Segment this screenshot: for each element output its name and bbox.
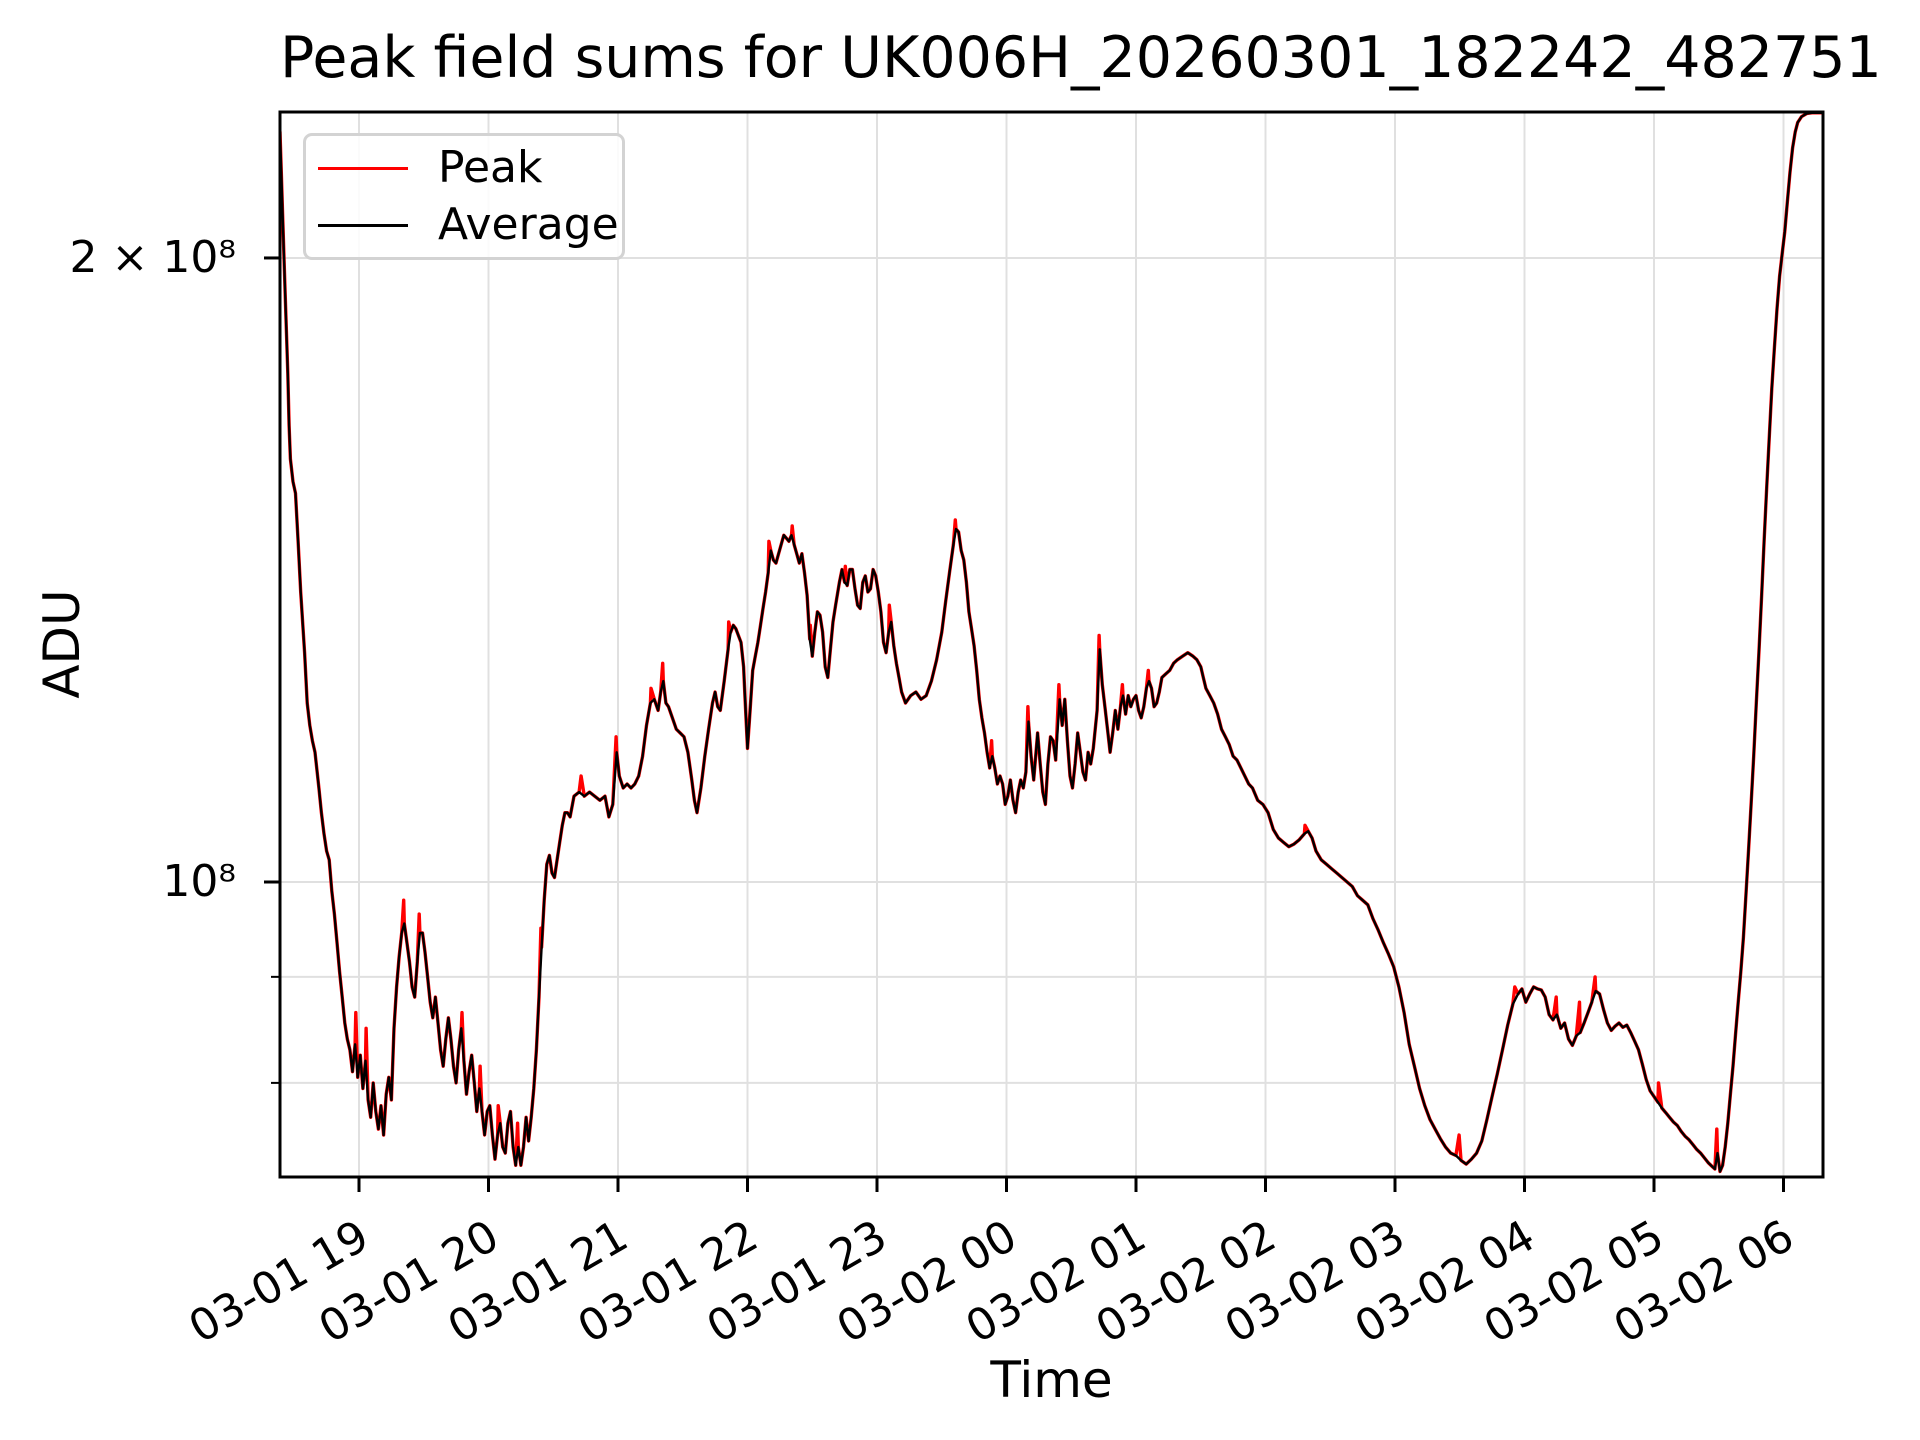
axes-spines	[278, 110, 1825, 1179]
peak-series-line	[280, 112, 1823, 1174]
x-axis-label: Time	[990, 1351, 1113, 1409]
average-series-line	[280, 112, 1823, 1173]
gridlines	[280, 112, 1823, 1177]
legend-entry-peak: Peak	[318, 143, 622, 193]
peak-line-swatch	[318, 166, 408, 170]
tick-marks	[264, 256, 1785, 1192]
y-tick-label: 2 × 10⁸	[69, 231, 236, 283]
y-axis-label: ADU	[33, 589, 91, 699]
legend-label-peak: Peak	[438, 142, 543, 193]
chart-title: Peak field sums for UK006H_20260301_1822…	[280, 25, 1882, 91]
legend-label-average: Average	[438, 199, 619, 250]
average-line-swatch	[318, 223, 408, 227]
legend: Peak Average	[303, 133, 625, 260]
y-tick-label: 10⁸	[162, 856, 236, 907]
legend-entry-average: Average	[318, 200, 622, 250]
